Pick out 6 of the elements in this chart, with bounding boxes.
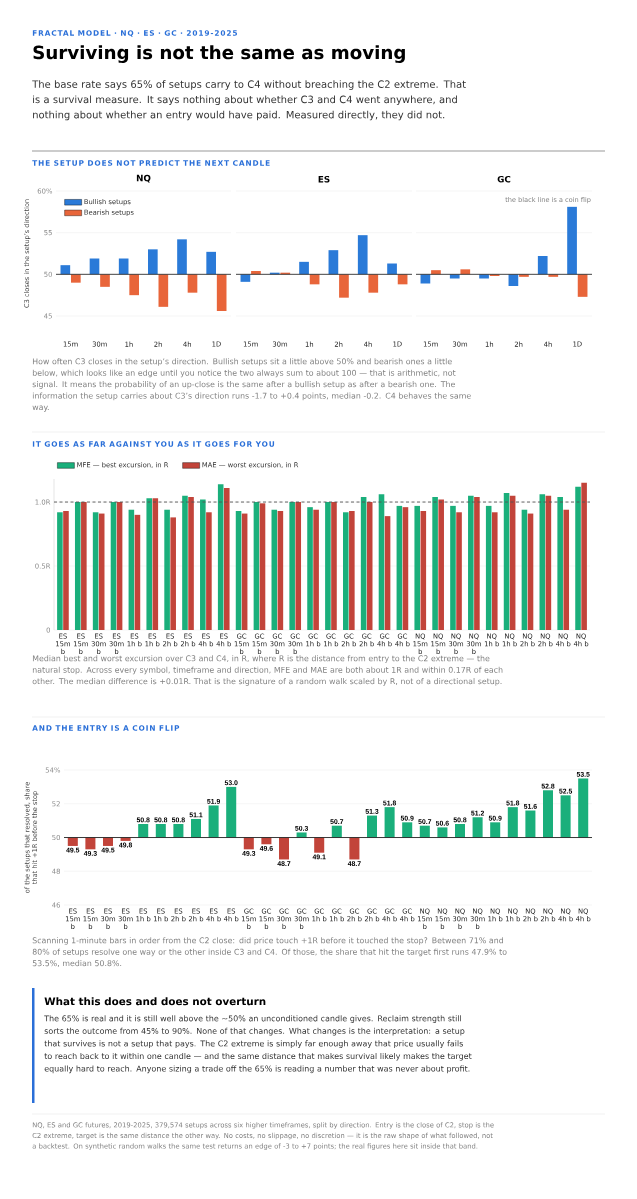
text: What this does and does not overturn: [44, 997, 266, 1006]
chart-title: GC: [497, 175, 511, 183]
chart-title: ES: [318, 175, 330, 183]
chart-title: NQ: [136, 174, 151, 183]
text: Surviving is not the same as moving: [33, 45, 405, 63]
text: The base rate says 65% of setups carry to C4 without breaching the C2 extreme. That is a survival measure. It says nothing about whether C3 and C4 went anywhere, and nothing about whether an entry would have paid. Measured directly, they did not.: [32, 80, 466, 121]
